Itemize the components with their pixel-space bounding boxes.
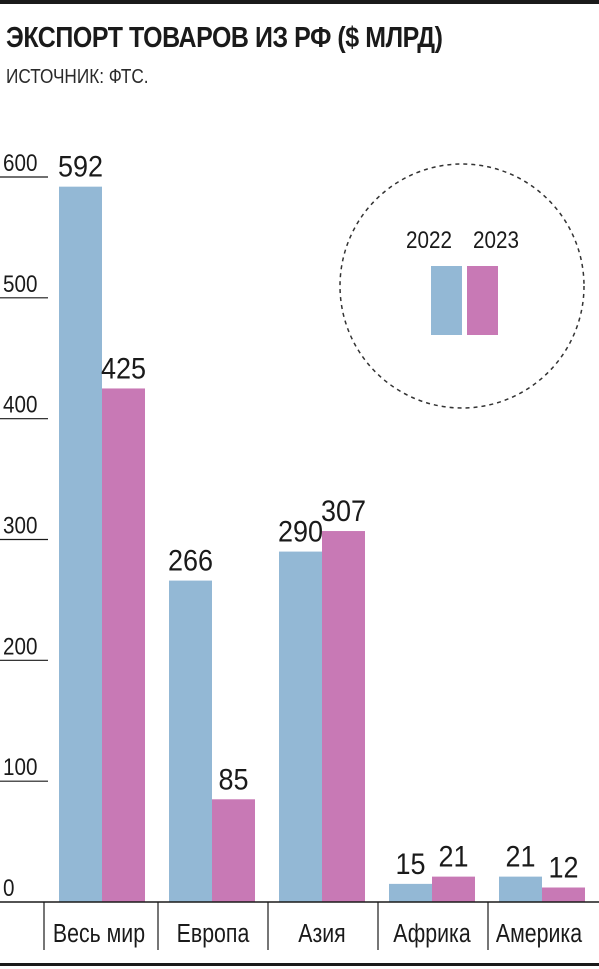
y-tick-label: 200	[3, 633, 37, 660]
chart-subtitle: ИСТОЧНИК: ФТС.	[6, 66, 149, 88]
bar-2023-1	[212, 799, 255, 902]
top-rule	[0, 0, 599, 4]
y-tick-label: 0	[3, 875, 14, 902]
bar-2023-4	[542, 887, 585, 902]
legend-label: 2022	[406, 227, 452, 254]
legend-swatch-2023	[467, 266, 498, 335]
y-tick-label: 500	[3, 270, 37, 297]
bar-value-label: 21	[505, 840, 535, 874]
bar-value-label: 307	[321, 495, 366, 529]
legend-circle	[339, 163, 585, 409]
legend: 2022 2023	[339, 163, 585, 409]
y-tick-label: 300	[3, 512, 37, 539]
bar-2022-4	[499, 876, 542, 902]
y-axis: 0 100 200 300 400 500 600	[0, 150, 48, 902]
chart-title: ЭКСПОРТ ТОВАРОВ ИЗ РФ ($ МЛРД)	[6, 22, 443, 54]
x-category-label: Весь мир	[53, 919, 145, 949]
y-tick-label: 600	[3, 150, 37, 177]
bar-2022-2	[279, 551, 322, 902]
bar-2023-2	[322, 531, 365, 902]
bar-value-label: 592	[58, 150, 103, 184]
x-category-label: Америка	[496, 919, 583, 949]
bar-value-label: 290	[278, 515, 323, 549]
y-tick-label: 100	[3, 754, 37, 781]
bar-value-label: 12	[548, 851, 578, 885]
bar-2022-0	[59, 186, 102, 902]
x-category-label: Азия	[298, 919, 345, 949]
bar-value-label: 85	[218, 763, 248, 797]
x-category-label: Африка	[393, 919, 471, 949]
bottom-rule	[0, 963, 599, 966]
bar-2022-1	[169, 580, 212, 902]
bar-2023-3	[432, 876, 475, 902]
bar-2022-3	[389, 883, 432, 902]
x-axis: Весь мир Европа Азия Африка Америка	[0, 901, 599, 950]
bar-value-label: 425	[101, 352, 146, 386]
legend-swatch-2022	[431, 266, 462, 335]
bar-value-label: 15	[395, 848, 425, 882]
x-category-label: Европа	[177, 919, 250, 949]
bar-value-label: 266	[168, 544, 213, 578]
legend-label: 2023	[473, 227, 519, 254]
y-tick-label: 400	[3, 391, 37, 418]
bar-2023-0	[102, 388, 145, 902]
bar-value-label: 21	[438, 840, 468, 874]
